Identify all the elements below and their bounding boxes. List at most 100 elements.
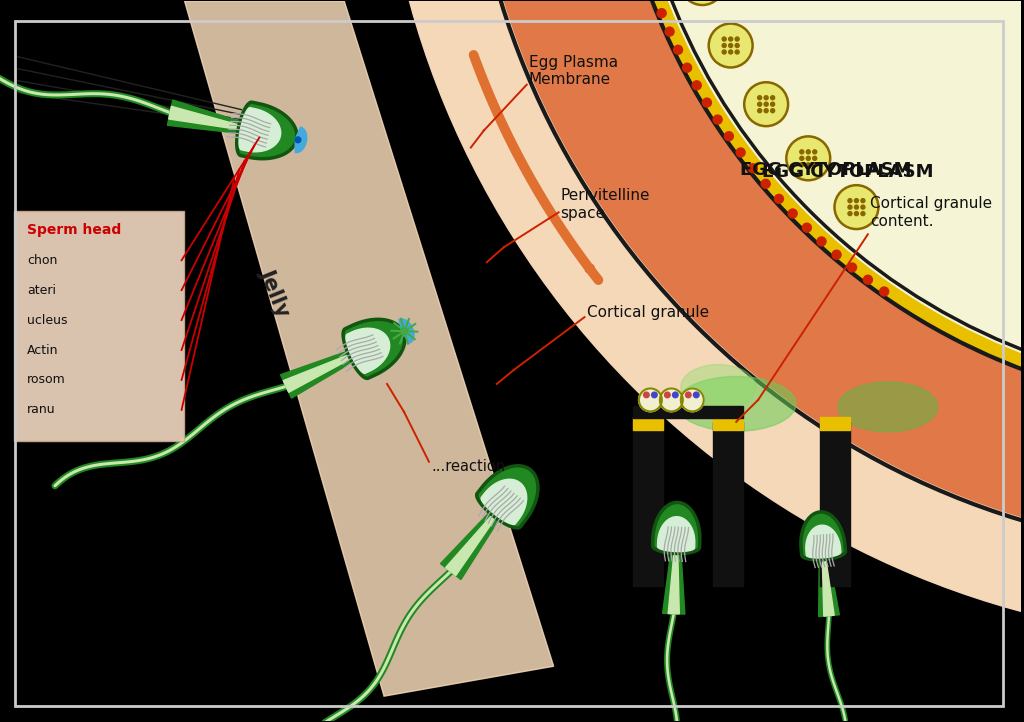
Circle shape: [788, 209, 797, 218]
Polygon shape: [440, 506, 504, 580]
Circle shape: [848, 212, 852, 216]
Circle shape: [786, 136, 830, 180]
Circle shape: [657, 9, 667, 17]
Circle shape: [702, 98, 712, 107]
Circle shape: [639, 388, 662, 412]
Circle shape: [854, 212, 858, 216]
Circle shape: [854, 199, 858, 203]
Text: chon: chon: [27, 253, 57, 266]
Polygon shape: [669, 549, 679, 614]
Circle shape: [813, 150, 817, 154]
Polygon shape: [167, 100, 249, 134]
Circle shape: [722, 50, 726, 54]
Polygon shape: [399, 319, 414, 343]
Polygon shape: [806, 525, 841, 558]
FancyBboxPatch shape: [14, 212, 183, 441]
Text: Cortical granule: Cortical granule: [587, 305, 709, 320]
Circle shape: [713, 115, 722, 124]
Circle shape: [722, 37, 726, 41]
Circle shape: [736, 148, 745, 157]
Polygon shape: [169, 106, 245, 130]
Circle shape: [659, 388, 683, 412]
Circle shape: [683, 64, 691, 72]
Text: Egg Plasma
Membrane: Egg Plasma Membrane: [528, 55, 617, 87]
Circle shape: [469, 0, 1024, 552]
Circle shape: [680, 0, 724, 5]
Circle shape: [735, 50, 739, 54]
Circle shape: [295, 137, 301, 143]
Circle shape: [863, 275, 872, 284]
Text: Sperm head: Sperm head: [27, 223, 121, 238]
Circle shape: [800, 157, 804, 160]
Circle shape: [806, 157, 810, 160]
Polygon shape: [346, 329, 390, 373]
Circle shape: [861, 212, 865, 216]
Polygon shape: [652, 503, 699, 554]
Circle shape: [861, 205, 865, 209]
Polygon shape: [634, 406, 743, 418]
Circle shape: [835, 185, 879, 229]
Text: ucleus: ucleus: [27, 313, 68, 326]
Circle shape: [800, 162, 804, 167]
Polygon shape: [714, 422, 743, 586]
Polygon shape: [281, 349, 359, 398]
Circle shape: [665, 27, 674, 36]
Circle shape: [803, 223, 811, 232]
Polygon shape: [634, 422, 664, 586]
Circle shape: [771, 96, 774, 100]
Circle shape: [771, 109, 774, 113]
Circle shape: [401, 329, 408, 334]
Circle shape: [861, 199, 865, 203]
Polygon shape: [801, 512, 846, 560]
Circle shape: [806, 162, 810, 167]
Polygon shape: [820, 417, 850, 430]
Circle shape: [729, 50, 732, 54]
Circle shape: [813, 162, 817, 167]
Polygon shape: [663, 546, 685, 614]
Polygon shape: [634, 417, 664, 430]
Polygon shape: [445, 511, 499, 575]
Circle shape: [813, 157, 817, 160]
Circle shape: [722, 43, 726, 48]
Circle shape: [735, 37, 739, 41]
Circle shape: [817, 237, 826, 246]
Circle shape: [848, 199, 852, 203]
Circle shape: [744, 82, 788, 126]
Circle shape: [651, 392, 657, 398]
Circle shape: [848, 263, 856, 272]
Text: Jelly: Jelly: [256, 266, 293, 319]
Polygon shape: [714, 417, 743, 430]
Text: rosom: rosom: [27, 373, 66, 386]
Circle shape: [729, 43, 732, 48]
Circle shape: [685, 392, 691, 398]
Polygon shape: [184, 1, 554, 696]
Ellipse shape: [681, 365, 756, 409]
Text: Perivitelline
space: Perivitelline space: [560, 188, 650, 221]
Text: Cortical granule
content.: Cortical granule content.: [869, 196, 992, 229]
Circle shape: [693, 392, 699, 398]
Circle shape: [758, 109, 762, 113]
Circle shape: [674, 45, 683, 54]
Circle shape: [673, 392, 678, 398]
Ellipse shape: [838, 382, 938, 432]
Circle shape: [735, 43, 739, 48]
Circle shape: [749, 164, 758, 173]
Circle shape: [764, 96, 768, 100]
Circle shape: [848, 205, 852, 209]
Polygon shape: [818, 552, 840, 617]
Polygon shape: [477, 466, 538, 528]
Circle shape: [644, 392, 649, 398]
Polygon shape: [657, 517, 694, 552]
Polygon shape: [237, 102, 297, 159]
Circle shape: [758, 96, 762, 100]
Polygon shape: [481, 479, 526, 524]
Circle shape: [758, 103, 762, 106]
Text: Actin: Actin: [27, 344, 58, 357]
Ellipse shape: [676, 376, 796, 431]
Polygon shape: [343, 319, 404, 378]
Circle shape: [665, 392, 670, 398]
Circle shape: [854, 205, 858, 209]
Circle shape: [729, 37, 732, 41]
Polygon shape: [284, 353, 355, 392]
Polygon shape: [822, 555, 835, 616]
